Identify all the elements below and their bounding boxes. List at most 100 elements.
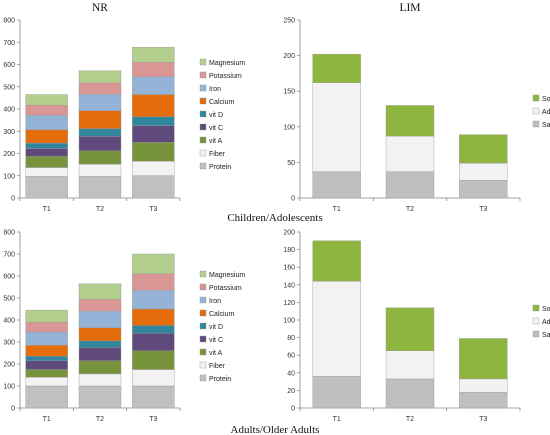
lim-children-y-tick-label: 250: [283, 18, 295, 25]
nr-adults-legend-swatch-calcium: [199, 309, 207, 317]
nr-children-legend-label-magnesium: Magnesium: [209, 60, 245, 67]
nr-adults-legend-swatch-vit-a: [199, 348, 207, 356]
lim-adults-bar-t2-sodium: [385, 307, 435, 351]
nr-adults-y-tick-label: 200: [3, 362, 15, 369]
nr-children-bar-t3-iron: [132, 76, 175, 95]
row1-label: Children/Adolescents: [227, 212, 322, 224]
nr-adults-legend-label-vit-a: vit A: [209, 350, 223, 357]
nr-children-bar-t2-vit-a: [78, 150, 122, 165]
lim-adults-bar-t2-saturated-fat: [385, 378, 435, 409]
lim-adults-y-tick-label: 140: [283, 282, 295, 289]
nr-children-legend-swatch-magnesium: [199, 58, 207, 66]
nr-adults-bar-t1-calcium: [25, 345, 68, 357]
nr-adults-bar-t1-magnesium: [25, 309, 68, 323]
nr-adults-legend-label-protein: Protein: [209, 376, 231, 383]
nr-adults-bar-t1-fiber: [25, 377, 68, 387]
lim-adults-y-tick-label: 60: [287, 353, 295, 360]
lim-children-bar-t3-added-sugar: [459, 162, 508, 181]
lim-adults-bar-t1-added-sugar: [312, 281, 361, 377]
nr-children-bar-t1-potassium: [25, 105, 68, 116]
lim-adults-bar-t2-added-sugar: [385, 350, 435, 380]
lim-adults-legend-label-saturated-fat: Saturated fat: [542, 332, 550, 339]
nr-adults-y-tick-label: 500: [3, 296, 15, 303]
lim-adults-y-tick-label: 100: [283, 318, 295, 325]
nr-children-legend-label-fiber: Fiber: [209, 151, 226, 158]
nr-children-bar-t3-vit-a: [132, 142, 175, 162]
nr-children-legend-swatch-calcium: [199, 97, 207, 105]
lim-adults-bar-t3-sodium: [459, 338, 508, 380]
nr-children-title: NR: [92, 2, 108, 14]
nr-adults-legend-label-magnesium: Magnesium: [209, 272, 245, 279]
nr-children-x-tick-label: T1: [43, 206, 51, 213]
lim-adults-legend-swatch-saturated-fat: [532, 330, 540, 338]
nr-children-bar-t3-fiber: [132, 161, 175, 176]
nr-adults-legend-label-vit-d: vit D: [209, 324, 223, 331]
lim-adults-y-tick-label: 180: [283, 247, 295, 254]
nr-children-legend-label-vit-c: vit C: [209, 125, 223, 132]
nr-children-legend-swatch-vit-c: [199, 123, 207, 131]
nr-adults-legend-label-calcium: Calcium: [209, 311, 234, 318]
nr-children-bar-t3-calcium: [132, 94, 175, 117]
nr-children-y-tick-label: 800: [3, 18, 15, 25]
nr-children-bar-t1-magnesium: [25, 94, 68, 106]
nr-children-legend-swatch-vit-a: [199, 136, 207, 144]
lim-adults-x-tick-label: T1: [333, 416, 341, 423]
nr-children-bar-t1-fiber: [25, 167, 68, 177]
nr-adults-legend-swatch-fiber: [199, 361, 207, 369]
lim-adults-x-tick-label: T2: [406, 416, 414, 423]
nr-adults-legend-swatch-magnesium: [199, 270, 207, 278]
nr-children-bar-t1-iron: [25, 115, 68, 130]
nr-children-y-tick-label: 500: [3, 84, 15, 91]
nr-adults-bar-t1-vit-c: [25, 360, 68, 370]
nr-adults-bar-t1-protein: [25, 385, 68, 409]
nr-adults-y-tick-label: 400: [3, 318, 15, 325]
nr-children-y-tick-label: 100: [3, 173, 15, 180]
nr-children-bar-t2-calcium: [78, 110, 122, 129]
lim-children-y-tick-label: 100: [283, 124, 295, 131]
nr-children-y-tick-label: 700: [3, 40, 15, 47]
nr-children-legend-swatch-protein: [199, 162, 207, 170]
nr-children-y-tick-label: 600: [3, 62, 15, 69]
lim-adults-y-tick-label: 200: [283, 230, 295, 237]
nr-adults-bar-t2-vit-c: [78, 347, 122, 361]
nr-adults-y-tick-label: 800: [3, 230, 15, 237]
nr-adults-bar-t3-iron: [132, 290, 175, 310]
lim-adults-bar-t3-added-sugar: [459, 378, 508, 393]
lim-adults-bar-t1-saturated-fat: [312, 376, 361, 409]
lim-adults-legend-label-added-sugar: Added sugar: [542, 319, 550, 326]
lim-children-bar-t2-saturated-fat: [385, 171, 435, 199]
nr-children-bar-t3-vit-c: [132, 125, 175, 143]
nr-children-bar-t1-protein: [25, 176, 68, 199]
nr-adults-legend-swatch-vit-c: [199, 335, 207, 343]
lim-adults-y-tick-label: 40: [287, 370, 295, 377]
nr-adults-bar-t3-potassium: [132, 273, 175, 291]
nr-adults-bar-t2-vit-d: [78, 340, 122, 348]
nr-children-bar-t2-iron: [78, 93, 122, 111]
nr-adults-legend-label-fiber: Fiber: [209, 363, 226, 370]
nr-adults-bar-t2-protein: [78, 385, 122, 409]
nr-children-bar-t1-vit-c: [25, 148, 68, 157]
lim-children-y-tick-label: 200: [283, 53, 295, 60]
nr-children-bar-t1-vit-a: [25, 156, 68, 168]
lim-children-y-tick-label: 150: [283, 89, 295, 96]
lim-children-bar-t2-sodium: [385, 105, 435, 137]
lim-children-legend-label-sodium: Sodium: [542, 96, 550, 103]
lim-adults-y-tick-label: 20: [287, 388, 295, 395]
nr-children-bar-t3-potassium: [132, 62, 175, 77]
nr-adults-bar-t3-protein: [132, 385, 175, 409]
lim-children-bar-t3-saturated-fat: [459, 179, 508, 199]
nr-adults-y-tick-label: 100: [3, 384, 15, 391]
lim-children-bar-t2-added-sugar: [385, 135, 435, 172]
nr-adults-legend-swatch-protein: [199, 374, 207, 382]
nr-children-bar-t1-calcium: [25, 129, 68, 144]
nr-adults-bar-t3-vit-d: [132, 325, 175, 334]
nr-children-bar-t2-vit-c: [78, 136, 122, 152]
lim-children-bar-t1-sodium: [312, 53, 361, 83]
lim-adults-x-tick-label: T3: [479, 416, 487, 423]
nr-children-x-tick-label: T2: [96, 206, 104, 213]
nr-adults-legend-label-potassium: Potassium: [209, 285, 242, 292]
nr-children-y-tick-label: 400: [3, 107, 15, 114]
nr-children-bar-t3-magnesium: [132, 46, 175, 63]
nr-adults-y-tick-label: 0: [11, 406, 15, 413]
